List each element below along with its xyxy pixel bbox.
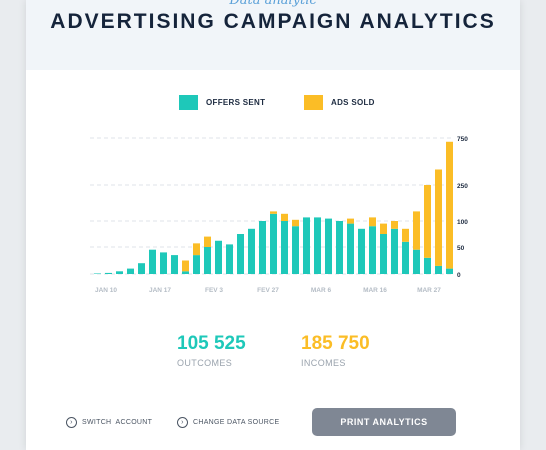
x-tick-label: MAR 6 (311, 287, 332, 294)
offers-bar (237, 234, 244, 274)
chevron-right-icon: › (66, 417, 77, 428)
card-subtitle: Data analytic (229, 0, 317, 8)
legend-offers-label: OFFERS SENT (206, 98, 266, 107)
offers-bar (391, 228, 398, 274)
ads-bar (204, 236, 211, 247)
offers-bar (380, 234, 387, 274)
offers-bar (259, 221, 266, 274)
ads-bar (391, 221, 398, 229)
offers-bar (94, 273, 101, 274)
legend-ads: ADS SOLD (304, 95, 375, 110)
offers-bar (347, 223, 354, 274)
ads-bar (413, 211, 420, 250)
incomes-label: INCOMES (301, 358, 346, 368)
ads-bar (292, 219, 299, 227)
switch-account-link[interactable]: › SWITCH ACCOUNT (66, 417, 152, 428)
x-tick-label: MAR 16 (363, 287, 387, 294)
incomes-value: 185 750 (301, 333, 370, 354)
y-tick-label: 50 (457, 245, 465, 252)
ads-bar (281, 213, 288, 221)
ads-bar (369, 217, 376, 227)
offers-bar (292, 226, 299, 274)
offers-bar (248, 228, 255, 274)
campaign-bar-chart: 0 50 100 250 750 JAN 10 JAN 17 FEV 3 FEV 27 MAR 6… (90, 136, 468, 294)
card-header: Data analytic ADVERTISING CAMPAIGN ANALY… (26, 0, 520, 70)
y-tick-label: 750 (457, 136, 468, 143)
offers-bar (105, 272, 112, 274)
offers-bar (369, 226, 376, 274)
offers-bar (204, 247, 211, 274)
offers-bar (127, 268, 134, 274)
offers-bar (303, 217, 310, 274)
x-tick-label: JAN 17 (149, 287, 171, 294)
ads-bar (435, 169, 442, 266)
legend-offers: OFFERS SENT (179, 95, 265, 110)
ads-bar (193, 243, 200, 256)
card-title: ADVERTISING CAMPAIGN ANALYTICS (50, 10, 496, 33)
offers-bar (116, 271, 123, 274)
offers-bar (215, 240, 222, 274)
offers-bar (402, 241, 409, 274)
ads-bar (182, 260, 189, 272)
offers-bar (358, 228, 365, 274)
ads-bar (380, 223, 387, 234)
x-tick-label: JAN 10 (95, 287, 117, 294)
offers-bar (182, 271, 189, 274)
change-data-source-label: CHANGE DATA SOURCE (193, 419, 280, 426)
legend-ads-label: ADS SOLD (331, 98, 375, 107)
offers-bar (149, 249, 156, 274)
offers-bar (435, 265, 442, 274)
offers-bar (446, 268, 453, 274)
offers-bar (325, 218, 332, 274)
offers-bar (413, 249, 420, 274)
offers-bar (171, 255, 178, 274)
offers-bar (193, 255, 200, 274)
offers-bar (270, 213, 277, 274)
x-tick-label: FEV 27 (257, 287, 279, 294)
outcomes-value: 105 525 (177, 333, 246, 354)
offers-bar (138, 263, 145, 274)
offers-bar (336, 221, 343, 274)
y-tick-label: 100 (457, 219, 468, 226)
offers-bar (281, 221, 288, 274)
x-tick-label: FEV 3 (205, 287, 223, 294)
offers-bar (314, 217, 321, 274)
print-analytics-button[interactable]: PRINT ANALYTICS (312, 408, 456, 436)
offers-bar (226, 244, 233, 274)
offers-bar (160, 252, 167, 274)
y-tick-label: 250 (457, 183, 468, 190)
change-data-source-link[interactable]: › CHANGE DATA SOURCE (177, 417, 279, 428)
outcomes-label: OUTCOMES (177, 358, 233, 368)
chevron-right-icon: › (177, 417, 188, 428)
ads-bar (446, 141, 453, 269)
y-tick-label: 0 (457, 272, 461, 279)
ads-bar (270, 211, 277, 214)
ads-bar (347, 218, 354, 224)
switch-account-label: SWITCH ACCOUNT (82, 419, 153, 426)
offers-bar (424, 257, 431, 274)
legend-offers-swatch (179, 95, 198, 110)
legend-ads-swatch (304, 95, 323, 110)
x-tick-label: MAR 27 (417, 287, 441, 294)
ads-bar (402, 228, 409, 242)
ads-bar (424, 185, 431, 258)
